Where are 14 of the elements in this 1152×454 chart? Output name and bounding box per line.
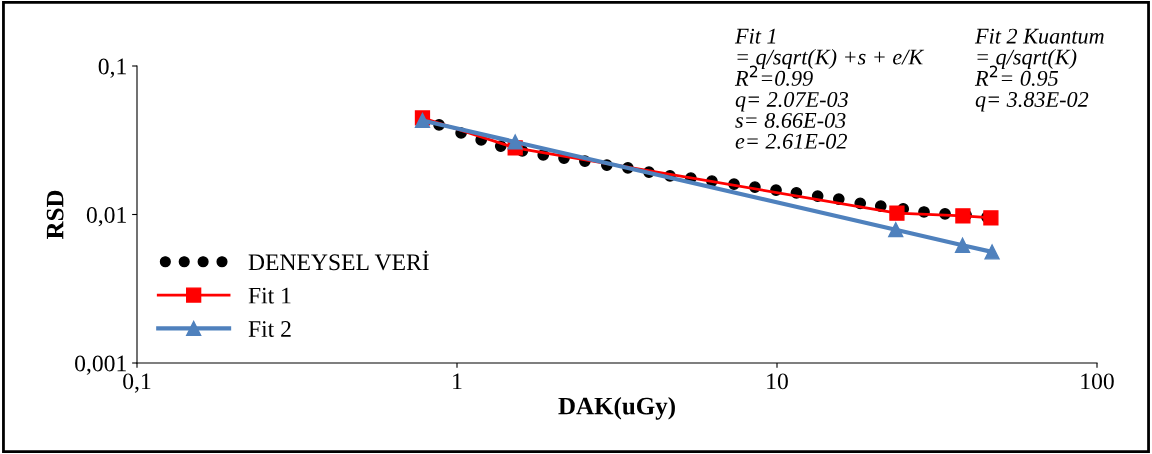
annotation: Fit 2 Kuantum = q/sqrt(K) R$^{2}$= 0.95 q= 3.83E-02 [974,28,1104,112]
legend-label: DENEYSEL VERİ [248,250,429,271]
x-tick-label: 1 [453,373,462,390]
y-tick-label: 0,001 [75,355,126,375]
legend-label: Fit 1 [248,287,291,304]
y-tick-label: 0,1 [98,58,126,78]
x-tick-label: 100 [1081,373,1114,390]
y-tick-label: 0,01 [86,206,126,227]
x-axis-title: DAK(uGy) [558,396,675,420]
x-tick-label: 0,1 [123,373,151,393]
x-tick-label: 10 [767,373,788,390]
y-axis-title: RSD [46,190,64,240]
annotation: Fit 1 = q/sqrt(K) +s + e/K R$^{2}$=0.99 q= 2.07E-03 s= 8.66E-03 e= 2.61E-02 [734,28,925,149]
legend-label: Fit 2 [248,321,291,337]
